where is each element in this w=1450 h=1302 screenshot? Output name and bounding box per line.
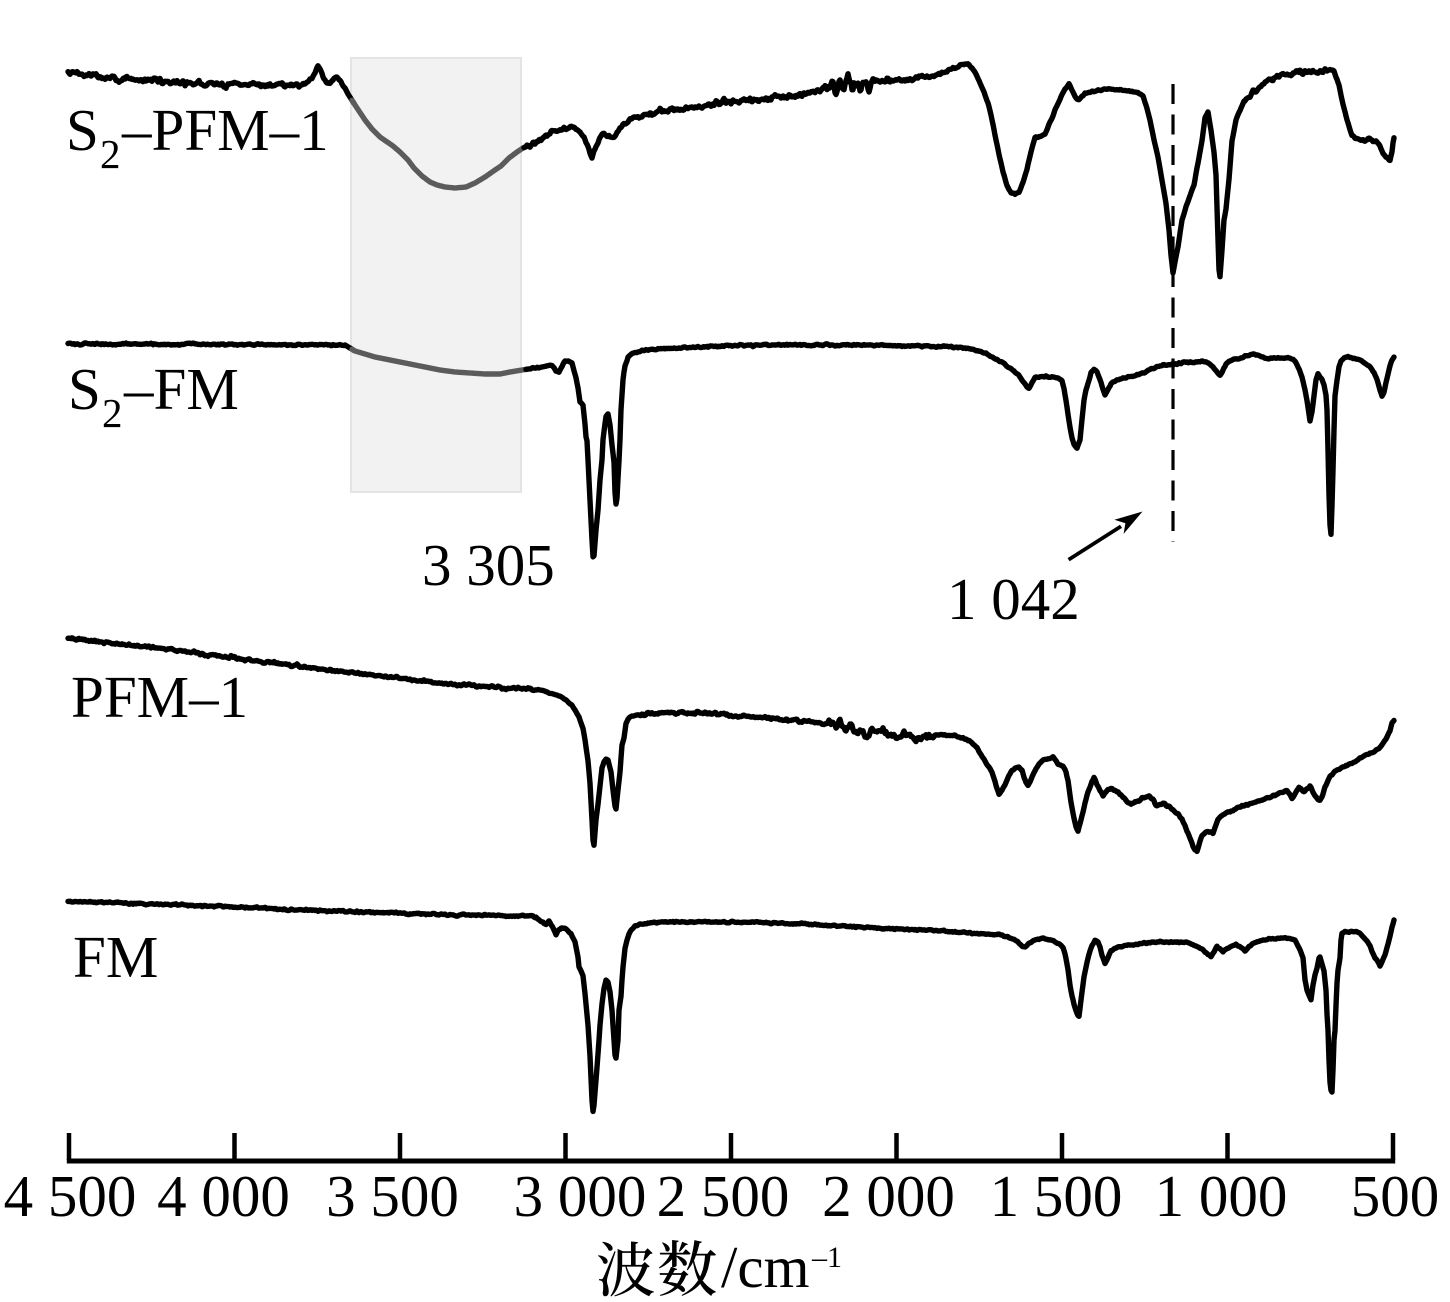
svg-text:2: 2 — [102, 390, 123, 436]
svg-text:–1: –1 — [811, 1241, 842, 1274]
svg-text:3 000: 3 000 — [514, 1163, 647, 1229]
svg-text:S: S — [68, 356, 101, 422]
svg-text:–FM: –FM — [123, 356, 239, 422]
svg-text:3 305: 3 305 — [422, 532, 555, 598]
svg-text:4 500: 4 500 — [4, 1163, 137, 1229]
svg-text:2 500: 2 500 — [657, 1163, 790, 1229]
svg-text:FM: FM — [73, 924, 158, 990]
svg-text:500: 500 — [1351, 1163, 1440, 1229]
svg-text:–PFM–1: –PFM–1 — [121, 97, 329, 163]
svg-text:/cm: /cm — [721, 1234, 809, 1300]
svg-text:4 000: 4 000 — [157, 1163, 290, 1229]
svg-text:2 000: 2 000 — [822, 1163, 955, 1229]
svg-text:1 042: 1 042 — [947, 566, 1080, 632]
svg-text:S: S — [66, 97, 99, 163]
svg-text:3 500: 3 500 — [326, 1163, 459, 1229]
svg-text:1 000: 1 000 — [1155, 1163, 1288, 1229]
svg-text:PFM–1: PFM–1 — [71, 664, 248, 730]
svg-text:1 500: 1 500 — [990, 1163, 1123, 1229]
svg-text:2: 2 — [100, 131, 121, 177]
